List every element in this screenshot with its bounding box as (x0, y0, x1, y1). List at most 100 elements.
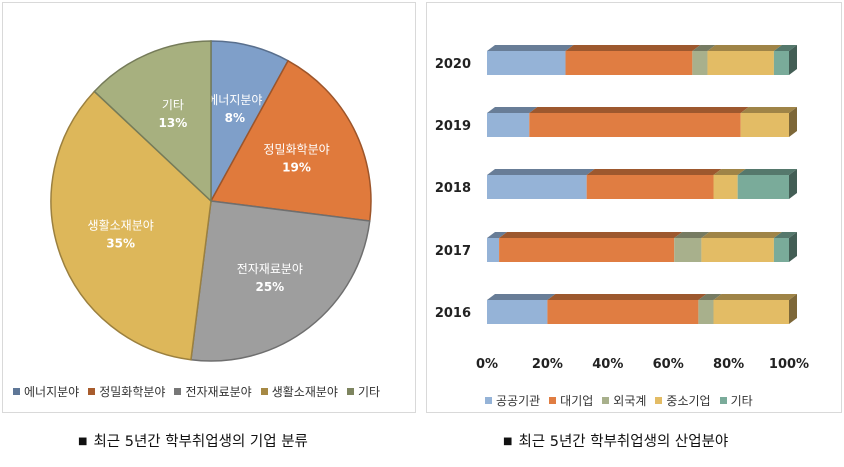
bar-segment (692, 51, 708, 75)
left-caption-text: 최근 5년간 학부취업생의 기업 분류 (93, 434, 308, 450)
left-caption: ■ 최근 5년간 학부취업생의 기업 분류 (78, 430, 308, 451)
bar-segment (487, 51, 566, 75)
pie-category-label: 에너지분야 (207, 93, 262, 107)
legend-swatch (655, 397, 663, 404)
bar-segment (487, 300, 548, 324)
bar-segment (773, 51, 789, 75)
pie-chart: 에너지분야 8% 정밀화학분야 19% 전자재료분야 25% 생활소재분야 35% 기타 13% (50, 40, 372, 362)
legend-item: 생활소재분야 (260, 383, 338, 400)
bar-segment (698, 300, 714, 324)
x-tick-label: 100% (769, 357, 809, 372)
legend-swatch (485, 397, 492, 404)
legend-item: 중소기업 (655, 392, 711, 409)
x-tick-label: 60% (653, 357, 684, 372)
y-tick-label: 2017 (435, 244, 471, 259)
pie-category-label: 기타 (162, 98, 184, 112)
bar-segment-side (789, 232, 797, 262)
bar-segment (773, 238, 789, 262)
bar-segment (707, 51, 774, 75)
x-tick-label: 20% (532, 357, 563, 372)
pie-value-label: 25% (255, 280, 284, 294)
bar-segment (547, 300, 699, 324)
bar-segment (737, 175, 789, 199)
bar-segment-top (487, 107, 538, 113)
bar-segment-top (773, 232, 797, 238)
bar-legend: 공공기관 대기업 외국계 중소기업 기타 (485, 392, 762, 409)
bar-segment (529, 113, 741, 137)
bullet-icon: ■ (503, 436, 513, 447)
x-tick-label: 40% (592, 357, 623, 372)
bar-segment (487, 175, 587, 199)
legend-swatch (719, 397, 727, 404)
pie-slice (209, 59, 372, 222)
legend-swatch (174, 388, 182, 395)
legend-label: 기타 (357, 385, 381, 399)
bar-segment (487, 113, 530, 137)
y-tick-label: 2018 (435, 181, 471, 196)
legend-label: 외국계 (613, 394, 647, 408)
bar-segment-top (547, 294, 707, 300)
legend-swatch (602, 397, 610, 404)
bar-segment-top (740, 107, 797, 113)
legend-label: 기타 (730, 394, 753, 408)
bar-chart-panel: 2020 2019 2018 2017 2016 0% 20% 40% 60% 80% 100% 공… (426, 2, 842, 413)
pie-value-label: 13% (159, 116, 188, 130)
bar-segment-top (701, 232, 782, 238)
legend-label: 에너지분야 (24, 385, 80, 399)
legend-item: 기타 (346, 383, 381, 400)
legend-item: 전자재료분야 (174, 383, 252, 400)
legend-label: 중소기업 (666, 394, 711, 408)
x-tick-label: 80% (713, 357, 744, 372)
legend-item: 정밀화학분야 (88, 383, 165, 400)
bar-segment-top (487, 45, 574, 51)
bar-segment-side (789, 169, 797, 199)
x-tick-label: 0% (476, 357, 498, 372)
pie-value-label: 35% (106, 237, 135, 251)
legend-item: 대기업 (549, 392, 593, 409)
bar-segment (740, 113, 789, 137)
bar-segment-top (586, 169, 722, 175)
bar-segment-top (707, 45, 782, 51)
bar-segment-side (789, 107, 797, 137)
bar-segment-top (499, 232, 683, 238)
legend-label: 정밀화학분야 (99, 385, 166, 399)
bar-segment (674, 238, 702, 262)
pie-category-label: 정밀화학분야 (263, 142, 329, 156)
pie-slice (50, 90, 212, 361)
bar-segment (586, 175, 714, 199)
bar-segment-top (529, 107, 749, 113)
bar-segment-top (674, 232, 710, 238)
legend-swatch (549, 397, 557, 404)
legend-item: 공공기관 (485, 392, 540, 409)
right-caption: ■ 최근 5년간 학부취업생의 산업분야 (503, 430, 728, 451)
legend-item: 에너지분야 (13, 383, 79, 400)
bar-segment (713, 175, 738, 199)
pie-chart-panel: 에너지분야 8% 정밀화학분야 19% 전자재료분야 25% 생활소재분야 35% 기타 13% … (2, 2, 416, 413)
bar-segment-top (487, 232, 508, 238)
bar-segment-top (487, 169, 595, 175)
bar-segment-top (773, 45, 797, 51)
bar-segment-top (737, 169, 797, 175)
bar-segment-top (692, 45, 716, 51)
legend-swatch (260, 388, 268, 395)
bar-segment-top (565, 45, 701, 51)
legend-swatch (346, 388, 354, 395)
bar-segment (701, 238, 774, 262)
bar-segment-side (789, 45, 797, 75)
bar-segment (499, 238, 675, 262)
bar-segment-top (698, 294, 722, 300)
pie-slice (93, 40, 212, 203)
legend-item: 외국계 (602, 392, 646, 409)
legend-swatch (13, 388, 20, 395)
legend-swatch (88, 388, 96, 395)
bar-segment-top (713, 294, 797, 300)
y-tick-label: 2019 (435, 119, 471, 134)
bar-segment (487, 238, 500, 262)
legend-label: 생활소재분야 (271, 385, 338, 399)
bar-segment-top (487, 294, 556, 300)
bar-segment-top (713, 169, 746, 175)
legend-label: 전자재료분야 (185, 385, 252, 399)
legend-item: 기타 (719, 392, 753, 409)
pie-legend: 에너지분야 정밀화학분야 전자재료분야 생활소재분야 기타 (13, 383, 389, 400)
pie-value-label: 8% (225, 111, 245, 125)
